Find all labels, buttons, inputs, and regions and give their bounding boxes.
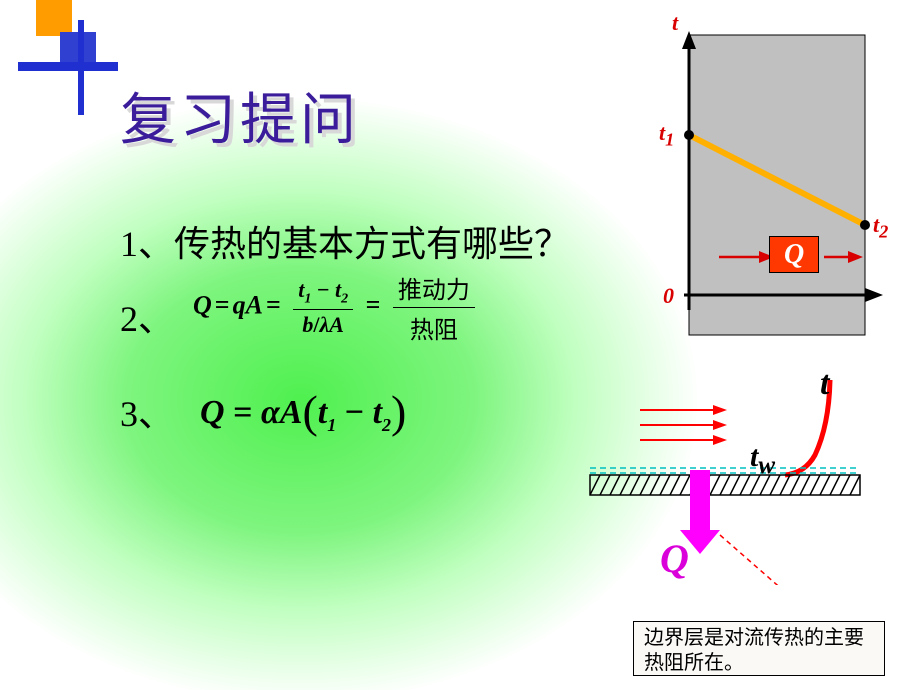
- equation-conduction: Q=qA= t1 − t2 b/λA = 推动力 热阻: [193, 270, 478, 345]
- cv-Q-label: Q: [660, 535, 689, 582]
- eq2-Q: Q: [193, 290, 212, 319]
- cv-tw-label: tw: [750, 440, 775, 480]
- cd-zero-label: 0: [663, 283, 674, 309]
- slide-logo: [18, 0, 128, 120]
- question-3-number: 3、: [120, 385, 174, 437]
- equation-convection: Q = αA(t1 − t2): [200, 385, 406, 438]
- cv-t-label: t: [820, 365, 829, 403]
- cd-t1-label: t1: [659, 120, 674, 150]
- eq2-frac1: t1 − t2 b/λA: [293, 277, 353, 338]
- cd-t-label: t: [672, 10, 678, 36]
- convection-diagram: t tw Q: [580, 365, 900, 665]
- boundary-layer-note: 边界层是对流传热的主要热阻所在。: [633, 621, 885, 676]
- question-1: 1、传热的基本方式有哪些？: [120, 215, 570, 267]
- eq2-frac2: 推动力 热阻: [393, 270, 475, 345]
- slide-title: 复习提问: [120, 75, 360, 156]
- cd-t2-label: t2: [873, 212, 888, 242]
- question-2-number: 2、: [120, 290, 174, 342]
- conduction-diagram: t t1 t2 0 Q: [629, 15, 879, 345]
- cd-Q-box: Q: [769, 239, 819, 271]
